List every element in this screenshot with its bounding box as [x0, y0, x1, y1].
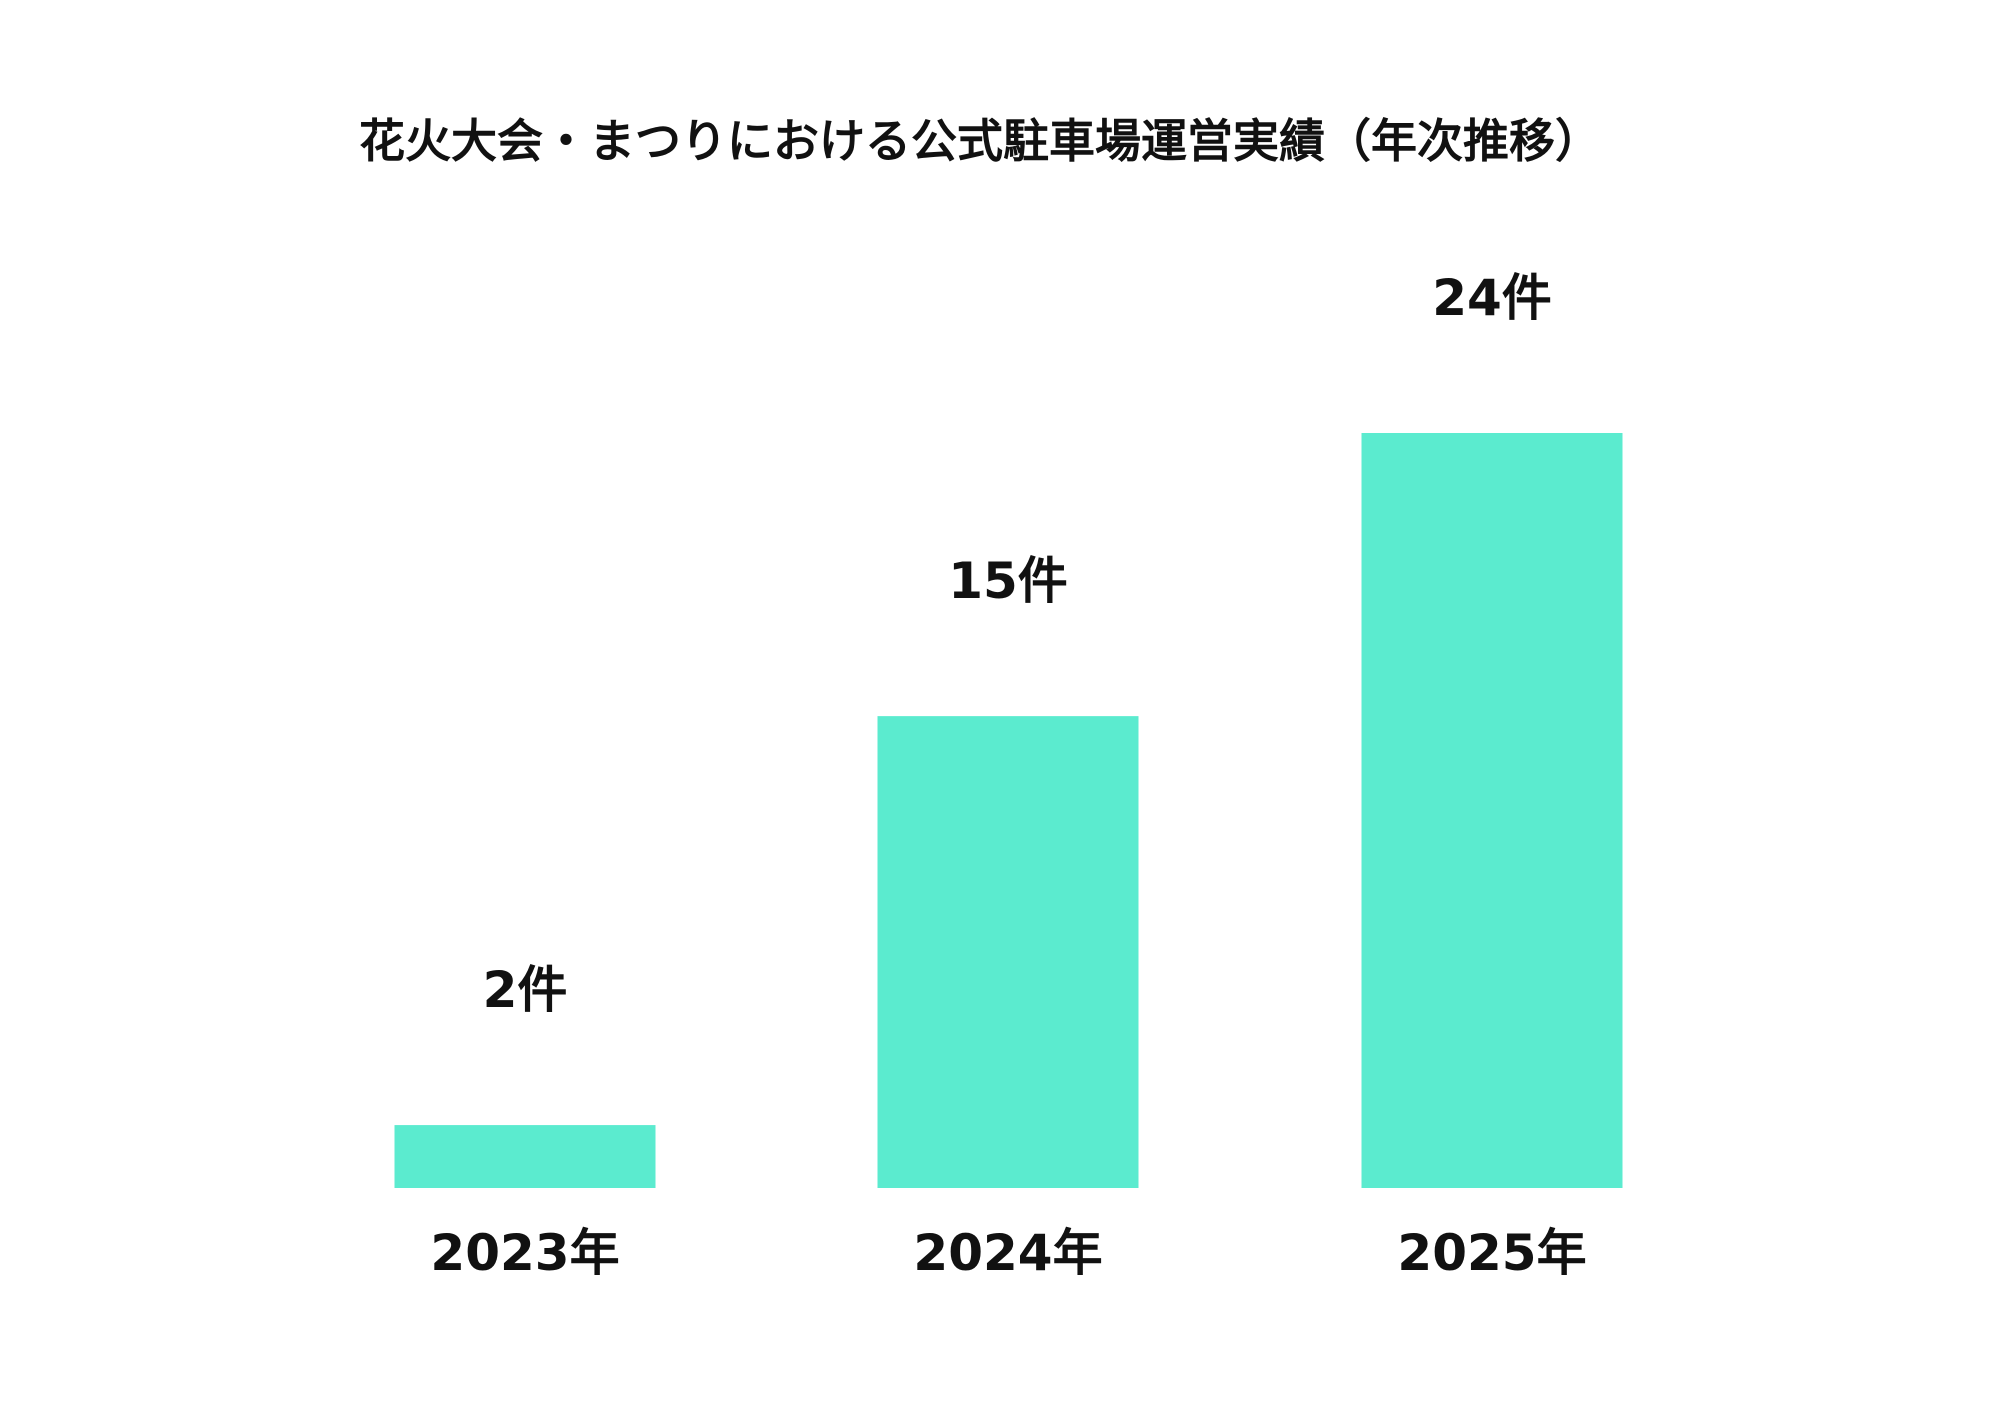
bar-2025年: [1361, 433, 1623, 1188]
x-tick-label-2023年: 2023年: [430, 1224, 619, 1282]
bar-2023年: [394, 1125, 656, 1188]
bar-2024年: [877, 716, 1139, 1188]
value-label-2025年: 24件: [1432, 269, 1552, 327]
value-label-2023年: 2件: [483, 961, 568, 1019]
value-labels-group: 2件 15件 24件: [483, 269, 1552, 1019]
x-tick-label-2024年: 2024年: [913, 1224, 1102, 1282]
x-tick-label-2025年: 2025年: [1397, 1224, 1586, 1282]
chart-title: 花火大会・まつりにおける公式駐車場運営実績（年次推移）: [359, 114, 1601, 168]
x-tick-labels-group: 2023年 2024年 2025年: [430, 1224, 1586, 1282]
value-label-2024年: 15件: [948, 552, 1068, 610]
bars-group: [394, 433, 1623, 1188]
